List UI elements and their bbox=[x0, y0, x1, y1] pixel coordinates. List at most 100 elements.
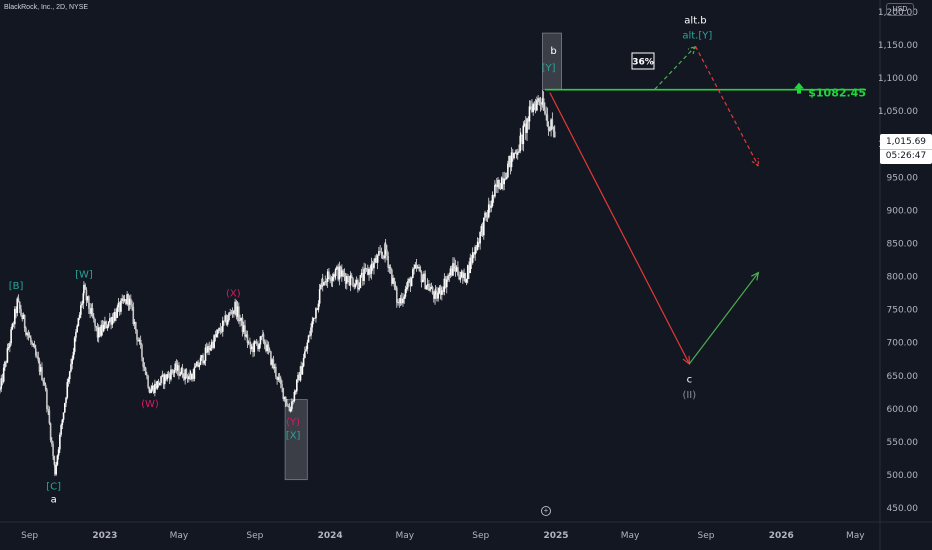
candle-body bbox=[247, 342, 250, 344]
candle-body bbox=[66, 382, 69, 398]
candle-body bbox=[454, 265, 457, 272]
candle-body bbox=[118, 302, 121, 312]
candle-body bbox=[553, 131, 556, 138]
candle-body bbox=[463, 273, 465, 278]
candle-body bbox=[527, 118, 530, 122]
candle-body bbox=[81, 303, 83, 306]
candle-body bbox=[205, 347, 208, 353]
arrow-up-icon bbox=[794, 82, 804, 94]
candle-body bbox=[1, 378, 4, 382]
candle-body bbox=[497, 179, 499, 188]
candle-body bbox=[398, 301, 401, 304]
candle-body bbox=[138, 339, 141, 342]
candle-body bbox=[43, 381, 46, 385]
y-tick-label: 1,100.00 bbox=[878, 74, 918, 84]
candle-body bbox=[65, 397, 67, 404]
y-tick-label: 650.00 bbox=[887, 372, 919, 382]
candle-body bbox=[167, 374, 170, 376]
candle-body bbox=[384, 243, 386, 259]
candle-body bbox=[188, 376, 190, 380]
candle-body bbox=[4, 361, 6, 368]
wave-label: [C] bbox=[46, 481, 61, 492]
candle-body bbox=[387, 255, 389, 268]
candle-body bbox=[539, 102, 542, 104]
candle-body bbox=[184, 369, 186, 380]
candle-body bbox=[171, 369, 173, 372]
candle-body bbox=[192, 373, 194, 379]
candle-body bbox=[75, 332, 77, 338]
candle-body bbox=[152, 385, 155, 393]
candle-body bbox=[96, 327, 99, 338]
x-tick-label: May bbox=[170, 531, 189, 541]
bullish-primary-path-arrowhead bbox=[751, 271, 760, 281]
candle-body bbox=[120, 300, 122, 312]
candle-body bbox=[252, 346, 254, 353]
candle-body bbox=[428, 284, 430, 291]
candle-body bbox=[418, 267, 420, 268]
candle-body bbox=[350, 275, 353, 279]
candle-body bbox=[409, 278, 412, 287]
candle-body bbox=[321, 278, 324, 286]
candle-body bbox=[212, 341, 214, 348]
currency-button[interactable]: USD bbox=[886, 3, 914, 16]
candle-body bbox=[379, 251, 381, 252]
wave-label: (X) bbox=[226, 289, 241, 300]
candle-body bbox=[347, 276, 349, 282]
candle-body bbox=[156, 380, 159, 389]
candle-body bbox=[267, 344, 270, 350]
candle-body bbox=[209, 348, 212, 351]
candle-body bbox=[507, 163, 509, 178]
candle-body bbox=[339, 266, 342, 277]
candle-body bbox=[355, 280, 358, 285]
candle-body bbox=[54, 464, 56, 475]
candle-body bbox=[49, 423, 52, 441]
candle-body bbox=[199, 357, 202, 365]
candle-body bbox=[534, 104, 537, 111]
x-tick-label: 2023 bbox=[92, 531, 117, 541]
candle-body bbox=[311, 321, 314, 328]
candle-body bbox=[348, 281, 351, 286]
candle-body bbox=[44, 384, 47, 390]
candle-body bbox=[37, 356, 40, 361]
candle-body bbox=[547, 126, 550, 131]
wave-label: [X] bbox=[286, 430, 301, 441]
candle-body bbox=[336, 266, 338, 269]
candle-body bbox=[112, 316, 115, 321]
candle-body bbox=[217, 329, 219, 335]
candle-body bbox=[14, 308, 16, 325]
y-tick-label: 500.00 bbox=[887, 471, 919, 481]
candle-body bbox=[32, 344, 35, 345]
candle-body bbox=[476, 241, 479, 250]
candle-body bbox=[483, 217, 485, 236]
candle-body bbox=[450, 268, 453, 276]
candle-body bbox=[383, 255, 385, 259]
candle-body bbox=[552, 126, 555, 132]
x-tick-label: Sep bbox=[472, 531, 489, 541]
candle-body bbox=[271, 359, 273, 365]
candle-body bbox=[426, 284, 429, 286]
candle-body bbox=[146, 374, 148, 377]
candle-body bbox=[541, 98, 544, 105]
candle-body bbox=[7, 347, 10, 349]
candle-body bbox=[162, 374, 165, 385]
candle-body bbox=[402, 298, 404, 304]
candle-body bbox=[165, 374, 167, 380]
y-tick-label: 800.00 bbox=[887, 273, 919, 283]
candle-body bbox=[154, 383, 156, 393]
plus-circle-icon[interactable]: + bbox=[541, 506, 551, 516]
candle-body bbox=[455, 267, 458, 272]
candle-body bbox=[333, 274, 335, 278]
b-box bbox=[542, 32, 562, 90]
candle-body bbox=[475, 246, 478, 250]
candle-body bbox=[42, 380, 44, 382]
candle-body bbox=[70, 364, 72, 372]
candle-body bbox=[513, 152, 515, 159]
candle-body bbox=[373, 262, 375, 269]
candle-body bbox=[487, 204, 490, 218]
candle-body bbox=[494, 184, 497, 186]
candle-body bbox=[300, 366, 302, 375]
candle-body bbox=[113, 312, 116, 321]
candle-body bbox=[313, 317, 316, 319]
candle-body bbox=[408, 278, 410, 282]
